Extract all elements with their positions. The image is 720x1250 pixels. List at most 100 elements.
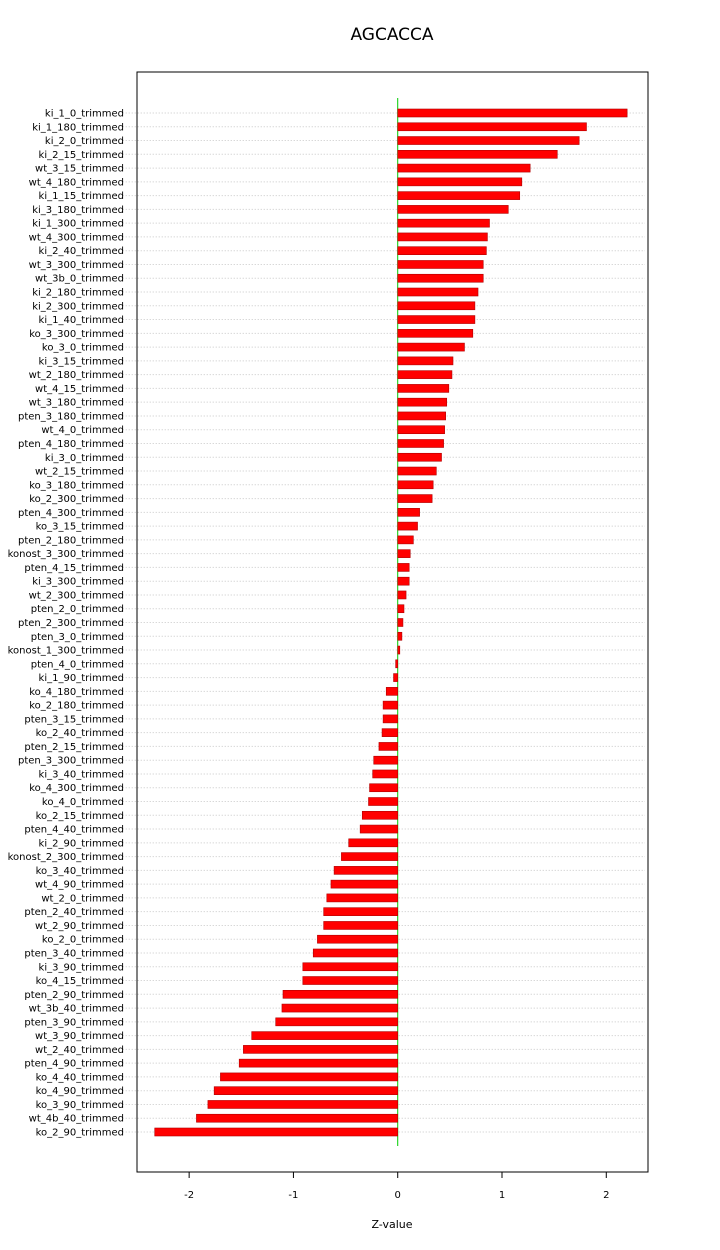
x-axis-title: Z-value — [371, 1218, 412, 1231]
bar-ko-3-40-trimmed — [333, 866, 399, 875]
category-label-pten-2-40-trimmed: pten_2_40_trimmed — [24, 907, 124, 918]
category-label-pten-2-90-trimmed: pten_2_90_trimmed — [24, 990, 124, 1001]
bar-ki-1-40-trimmed — [397, 315, 476, 324]
bar-ko-2-300-trimmed — [397, 494, 433, 503]
category-label-ko-4-15-trimmed: ko_4_15_trimmed — [36, 976, 124, 987]
bar-pten-4-300-trimmed — [397, 508, 420, 517]
category-label-pten-3-300-trimmed: pten_3_300_trimmed — [18, 756, 124, 767]
bar-pten-3-300-trimmed — [373, 755, 399, 765]
category-label-wt-2-90-trimmed: wt_2_90_trimmed — [35, 921, 124, 932]
bar-ko-3-300-trimmed — [397, 329, 474, 338]
bar-ki-2-0-trimmed — [397, 136, 580, 145]
category-label-ko-4-0-trimmed: ko_4_0_trimmed — [42, 797, 124, 808]
category-label-konost-1-300-trimmed: konost_1_300_trimmed — [8, 646, 124, 657]
category-label-ko-3-40-trimmed: ko_3_40_trimmed — [36, 866, 124, 877]
category-label-ki-2-300-trimmed: ki_2_300_trimmed — [32, 301, 124, 312]
category-label-ki-1-180-trimmed: ki_1_180_trimmed — [32, 122, 124, 133]
bar-wt-3-15-trimmed — [397, 163, 531, 173]
category-label-ki-3-90-trimmed: ki_3_90_trimmed — [39, 962, 124, 973]
category-label-ko-3-90-trimmed: ko_3_90_trimmed — [36, 1100, 124, 1111]
category-label-wt-4-90-trimmed: wt_4_90_trimmed — [35, 880, 124, 891]
bar-pten-3-90-trimmed — [275, 1017, 399, 1027]
bar-pten-4-180-trimmed — [397, 439, 444, 448]
bar-ko-3-90-trimmed — [207, 1100, 399, 1109]
bar-ko-4-90-trimmed — [213, 1086, 399, 1095]
bar-ki-1-15-trimmed — [397, 191, 521, 200]
category-label-ko-4-90-trimmed: ko_4_90_trimmed — [36, 1086, 124, 1097]
bar-ki-1-0-trimmed — [397, 108, 628, 118]
bar-ko-2-0-trimmed — [317, 934, 399, 944]
bar-wt-4-90-trimmed — [330, 879, 399, 889]
bar-ki-3-15-trimmed — [397, 356, 454, 366]
bar-ki-2-300-trimmed — [397, 301, 476, 311]
category-label-ko-3-180-trimmed: ko_3_180_trimmed — [29, 480, 124, 491]
bars — [154, 108, 628, 1137]
x-tick-label-0: -2 — [184, 1190, 194, 1201]
bar-wt-3-90-trimmed — [251, 1031, 399, 1040]
category-label-pten-3-15-trimmed: pten_3_15_trimmed — [24, 714, 124, 725]
bar-wt-4-15-trimmed — [397, 384, 450, 393]
category-label-konost-2-300-trimmed: konost_2_300_trimmed — [8, 852, 124, 863]
bar-pten-3-0-trimmed — [397, 631, 403, 641]
bar-ki-3-90-trimmed — [302, 962, 399, 972]
bar-ko-2-90-trimmed — [154, 1127, 399, 1137]
bar-ko-4-300-trimmed — [369, 783, 399, 793]
category-label-ki-2-40-trimmed: ki_2_40_trimmed — [39, 246, 124, 257]
category-label-ko-2-300-trimmed: ko_2_300_trimmed — [29, 494, 124, 505]
category-labels: ki_1_0_trimmed ki_1_180_trimmed ki_2_0_tri… — [8, 109, 124, 1139]
bar-pten-3-180-trimmed — [397, 411, 446, 421]
bar-ko-4-15-trimmed — [302, 976, 399, 985]
category-label-ki-2-180-trimmed: ki_2_180_trimmed — [32, 288, 124, 299]
category-label-pten-3-40-trimmed: pten_3_40_trimmed — [24, 948, 124, 959]
bar-pten-4-15-trimmed — [397, 563, 410, 572]
category-label-wt-3b-40-trimmed: wt_3b_40_trimmed — [29, 1004, 124, 1015]
bar-pten-2-90-trimmed — [282, 989, 399, 999]
bar-wt-2-15-trimmed — [397, 466, 437, 476]
category-label-wt-4-300-trimmed: wt_4_300_trimmed — [29, 232, 124, 243]
bar-wt-3-300-trimmed — [397, 260, 484, 269]
category-label-ki-1-40-trimmed: ki_1_40_trimmed — [39, 315, 124, 326]
category-label-wt-2-300-trimmed: wt_2_300_trimmed — [29, 590, 124, 601]
bar-ki-3-40-trimmed — [372, 769, 399, 779]
category-label-ki-1-0-trimmed: ki_1_0_trimmed — [45, 109, 124, 120]
bar-ki-2-90-trimmed — [348, 838, 399, 848]
category-label-wt-4-180-trimmed: wt_4_180_trimmed — [29, 177, 124, 188]
plot-frame — [136, 71, 649, 1173]
category-label-wt-3-180-trimmed: wt_3_180_trimmed — [29, 398, 124, 409]
category-label-wt-2-15-trimmed: wt_2_15_trimmed — [35, 467, 124, 478]
category-label-ki-3-40-trimmed: ki_3_40_trimmed — [39, 769, 124, 780]
category-label-pten-4-15-trimmed: pten_4_15_trimmed — [24, 563, 124, 574]
category-label-ko-4-40-trimmed: ko_4_40_trimmed — [36, 1072, 124, 1083]
bar-ko-4-180-trimmed — [385, 687, 399, 696]
category-label-ki-1-15-trimmed: ki_1_15_trimmed — [39, 191, 124, 202]
bar-ko-2-15-trimmed — [361, 810, 399, 820]
category-label-ko-2-180-trimmed: ko_2_180_trimmed — [29, 701, 124, 712]
bar-ko-2-180-trimmed — [382, 700, 399, 710]
x-tick-label-1: -1 — [288, 1190, 298, 1201]
bar-pten-2-15-trimmed — [378, 742, 399, 751]
bar-ki-2-40-trimmed — [397, 246, 487, 256]
category-label-ki-1-90-trimmed: ki_1_90_trimmed — [39, 673, 124, 684]
bar-pten-2-40-trimmed — [323, 907, 399, 916]
category-label-pten-2-180-trimmed: pten_2_180_trimmed — [18, 535, 124, 546]
x-tick-label-2: 0 — [395, 1190, 401, 1201]
bar-konost-2-300-trimmed — [341, 852, 399, 861]
bar-ki-3-300-trimmed — [397, 576, 410, 586]
category-label-ki-3-180-trimmed: ki_3_180_trimmed — [32, 205, 124, 216]
category-label-ki-2-15-trimmed: ki_2_15_trimmed — [39, 150, 124, 161]
category-label-ko-4-180-trimmed: ko_4_180_trimmed — [29, 687, 124, 698]
category-label-ko-3-300-trimmed: ko_3_300_trimmed — [29, 329, 124, 340]
category-label-wt-2-40-trimmed: wt_2_40_trimmed — [35, 1045, 124, 1056]
bar-ki-1-90-trimmed — [393, 673, 399, 682]
category-label-wt-3-15-trimmed: wt_3_15_trimmed — [35, 164, 124, 175]
category-label-ki-3-0-trimmed: ki_3_0_trimmed — [45, 453, 124, 464]
bar-pten-4-90-trimmed — [238, 1058, 399, 1068]
category-label-ki-3-300-trimmed: ki_3_300_trimmed — [32, 577, 124, 588]
bar-pten-3-15-trimmed — [382, 714, 399, 724]
bar-ki-1-180-trimmed — [397, 122, 587, 132]
bar-wt-2-0-trimmed — [326, 893, 399, 903]
category-label-pten-3-180-trimmed: pten_3_180_trimmed — [18, 411, 124, 422]
bar-ko-2-40-trimmed — [381, 728, 399, 737]
bar-wt-2-90-trimmed — [323, 921, 399, 930]
